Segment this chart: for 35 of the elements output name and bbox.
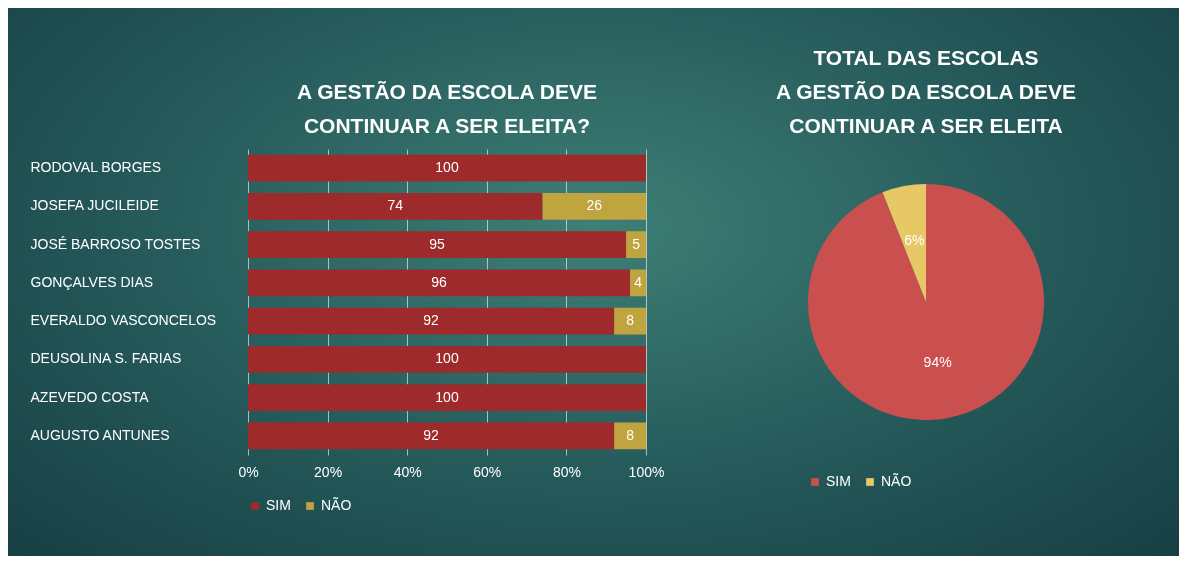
data-label: 96 <box>431 273 448 290</box>
y-tick-label: AZEVEDO COSTA <box>30 388 150 405</box>
y-tick-label: JOSÉ BARROSO TOSTES <box>30 235 201 252</box>
data-label: 74 <box>387 197 404 214</box>
y-tick-label: RODOVAL BORGES <box>30 159 162 176</box>
x-tick-label: 80% <box>552 463 581 480</box>
y-tick-label: JOSEFA JUCILEIDE <box>30 197 159 214</box>
data-label: 4 <box>634 273 643 290</box>
x-tick-label: 20% <box>314 463 343 480</box>
data-label: 8 <box>626 312 635 329</box>
data-label: 6% <box>904 232 925 249</box>
y-tick-label: AUGUSTO ANTUNES <box>30 426 170 443</box>
data-label: 100 <box>435 350 459 367</box>
data-label: 95 <box>429 235 446 252</box>
data-label: 100 <box>435 388 459 405</box>
data-label: 26 <box>586 197 603 214</box>
x-tick-label: 60% <box>473 463 502 480</box>
legend-label: NÃO <box>321 497 352 513</box>
data-label: 100 <box>435 159 459 176</box>
data-label: 92 <box>423 312 440 329</box>
x-tick-label: 0% <box>238 463 259 480</box>
data-label: 94% <box>923 353 952 370</box>
legend-label: NÃO <box>881 473 912 489</box>
data-label: 8 <box>626 426 635 443</box>
x-tick-label: 40% <box>393 463 422 480</box>
chart-title: A GESTÃO DA ESCOLA DEVE CONTINUAR A SER ELEITA? <box>297 80 597 137</box>
data-label: 5 <box>632 235 641 252</box>
legend-label: SIM <box>826 473 851 489</box>
x-tick-label: 100% <box>628 463 665 480</box>
y-tick-label: EVERALDO VASCONCELOS <box>30 312 217 329</box>
y-tick-label: DEUSOLINA S. FARIAS <box>30 350 182 367</box>
y-tick-label: GONÇALVES DIAS <box>30 273 154 290</box>
legend-label: SIM <box>266 497 291 513</box>
data-label: 92 <box>423 426 440 443</box>
chart-title: TOTAL DAS ESCOLAS A GESTÃO DA ESCOLA DEVE CONTINUAR A SER ELEITA <box>776 46 1076 137</box>
